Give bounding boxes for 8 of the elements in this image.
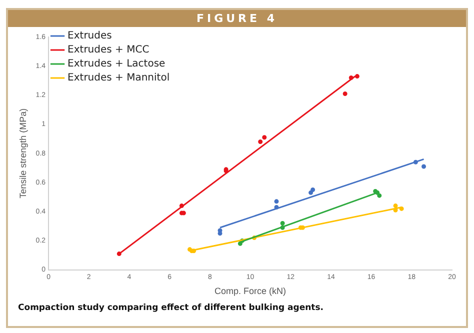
- text: Compaction study comparing effect of different bulking agents.: [18, 303, 324, 313]
- legend-label: Extrudes + Lactose: [68, 58, 166, 70]
- chart-title: FIGURE 4: [8, 10, 466, 27]
- x-axis-title: Comp. Force (kN): [214, 286, 286, 296]
- legend-label: Extrudes: [68, 30, 112, 42]
- legend-label: Extrudes + MCC: [68, 44, 150, 56]
- y-axis-title: Tensile strength (MPa): [18, 108, 28, 198]
- legend-label: Extrudes + Mannitol: [68, 72, 170, 84]
